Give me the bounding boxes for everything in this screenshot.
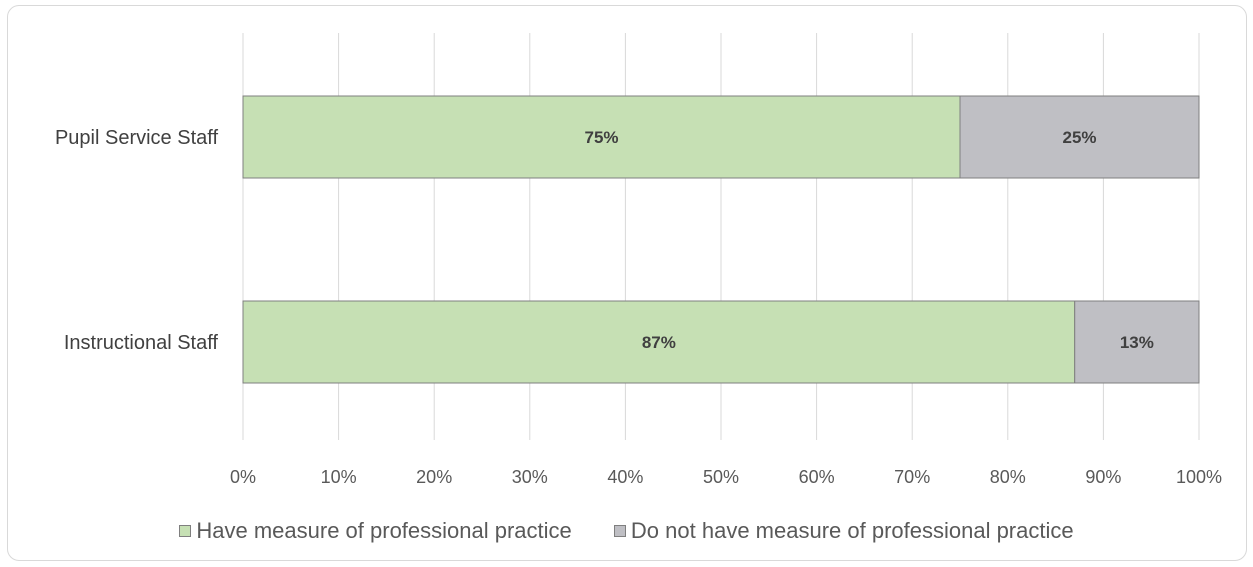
legend-swatch-have [179,525,192,537]
bar-1-0 [242,300,1076,384]
data-labels: 75% 25% 87% 13% [584,128,1153,352]
bar-0-1 [959,95,1200,179]
data-label-1-0: 87% [642,333,676,352]
x-tick-label-2: 20% [416,467,452,487]
bars [242,95,1200,384]
bar-0-0 [242,95,961,179]
x-tick-label-0: 0% [230,467,256,487]
x-tick-label-4: 40% [607,467,643,487]
data-label-0-0: 75% [584,128,618,147]
data-label-0-1: 25% [1062,128,1096,147]
legend-label-have: Have measure of professional practice [196,518,572,543]
x-tick-labels: 0% 10% 20% 30% 40% 50% 60% 70% 80% 90% 100% [230,467,1222,487]
x-tick-label-1: 10% [321,467,357,487]
bar-1-1 [1074,300,1200,384]
legend-item-do-not-have: Do not have measure of professional prac… [613,518,1074,544]
legend-item-have: Have measure of professional practice [179,518,572,544]
x-tick-label-7: 70% [894,467,930,487]
category-labels: Pupil Service Staff Instructional Staff [55,127,218,354]
data-label-1-1: 13% [1120,333,1154,352]
x-tick-label-3: 30% [512,467,548,487]
x-tick-label-6: 60% [799,467,835,487]
x-tick-label-10: 100% [1176,467,1222,487]
x-tick-label-9: 90% [1085,467,1121,487]
category-label-0: Pupil Service Staff [55,127,218,149]
x-tick-label-5: 50% [703,467,739,487]
legend-label-do-not-have: Do not have measure of professional prac… [630,518,1074,543]
legend-swatch-do-not-have [613,525,626,537]
legend: Have measure of professional practice Do… [0,517,1253,544]
category-label-1: Instructional Staff [64,332,219,354]
x-tick-label-8: 80% [990,467,1026,487]
